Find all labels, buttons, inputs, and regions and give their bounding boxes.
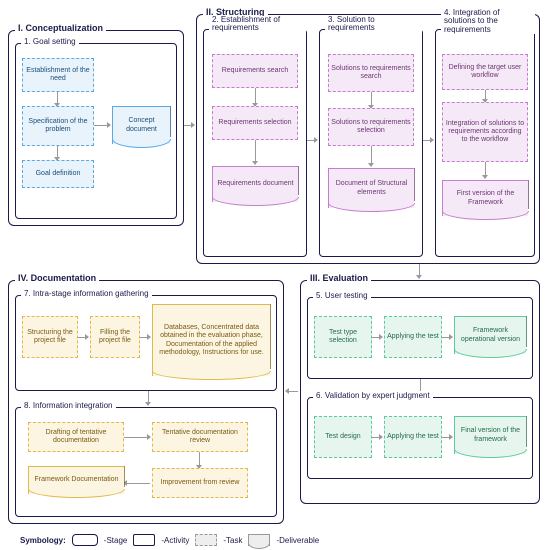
activity-goal-setting: 1. Goal setting Establishment of the nee…: [15, 43, 177, 219]
arrow: [442, 336, 452, 338]
arrow-stage-1-2: [184, 124, 194, 126]
deliverable-first-framework: First version of the Framework: [442, 180, 528, 216]
activity-user-testing: 5. User testing Test type selection Appl…: [307, 297, 533, 379]
arrow: [124, 482, 150, 484]
legend-label: Symbology:: [20, 536, 66, 545]
deliverable-structural-elements: Document of Structural elements: [328, 168, 414, 208]
activity-title: 6. Validation by expert judgment: [313, 391, 433, 400]
deliverable-req-doc: Requirements document: [212, 166, 298, 202]
legend-activity-icon: [133, 534, 155, 546]
activity-title: 2. Establishment of requirements: [209, 16, 306, 33]
task-improve-review: Improvement from review: [152, 468, 248, 498]
symbology-legend: Symbology: -Stage -Activity -Task -Deliv…: [20, 534, 527, 546]
arrow: [56, 92, 58, 106]
task-spec-problem: Specification of the problem: [22, 106, 94, 146]
arrow-stage-2-3: [418, 264, 420, 278]
arrow: [307, 139, 317, 141]
stage-title: III. Evaluation: [307, 273, 371, 283]
task-structure-file: Structuring the project file: [22, 316, 78, 358]
task-apply-test: Applying the test: [384, 316, 442, 358]
arrow: [484, 90, 486, 102]
arrow: [147, 391, 149, 405]
deliverable-operational: Framework operational version: [454, 316, 526, 354]
task-req-selection: Requirements selection: [212, 106, 298, 140]
deliverable-framework-doc: Framework Documentation: [28, 466, 124, 494]
arrow: [423, 139, 433, 141]
task-sol-search: Solutions to requirements search: [328, 54, 414, 92]
arrow: [372, 436, 382, 438]
stage-documentation: IV. Documentation 7. Intra-stage informa…: [8, 280, 284, 524]
task-goal-definition: Goal definition: [22, 160, 94, 188]
arrow: [94, 124, 110, 126]
task-review-doc: Tentative documentation review: [152, 422, 248, 452]
activity-title: 4. Integration of solutions to the requi…: [441, 9, 535, 34]
activity-solution-requirements: 3. Solution to requirements Solutions to…: [319, 29, 423, 257]
activity-info-integration: 8. Information integration Drafting of t…: [15, 407, 277, 517]
activity-integration-solutions: 4. Integration of solutions to the requi…: [435, 29, 535, 257]
arrow: [78, 336, 88, 338]
arrow: [140, 336, 150, 338]
arrow: [442, 436, 452, 438]
stage-title: IV. Documentation: [15, 273, 99, 283]
legend-deliverable-text: -Deliverable: [276, 536, 319, 545]
activity-title: 5. User testing: [313, 291, 371, 300]
task-sol-selection: Solutions to requirements selection: [328, 108, 414, 146]
task-establish-need: Establishment of the need: [22, 58, 94, 92]
activity-title: 1. Goal setting: [21, 37, 79, 46]
task-fill-file: Filling the project file: [90, 316, 140, 358]
activity-title: 7. Intra-stage information gathering: [21, 289, 152, 298]
arrow-stage-3-4: [286, 390, 298, 392]
legend-task-text: -Task: [223, 536, 242, 545]
task-test-design: Test design: [314, 416, 372, 458]
arrow: [124, 436, 150, 438]
deliverable-concept-doc: Concept document: [112, 106, 170, 144]
arrow: [484, 162, 486, 178]
task-draft-doc: Drafting of tentative documentation: [28, 422, 124, 452]
task-def-workflow: Defining the target user workflow: [442, 54, 528, 90]
legend-stage-icon: [72, 534, 98, 546]
stage-title: I. Conceptualization: [15, 23, 106, 33]
arrow: [56, 146, 58, 160]
task-apply-test-6: Applying the test: [384, 416, 442, 458]
activity-title: 8. Information integration: [21, 401, 116, 410]
stage-conceptualization: I. Conceptualization 1. Goal setting Est…: [8, 30, 184, 226]
stage-structuring: II. Structuring 2. Establishment of requ…: [196, 14, 540, 264]
task-test-type: Test type selection: [314, 316, 372, 358]
activity-title: 3. Solution to requirements: [325, 16, 422, 33]
arrow: [254, 88, 256, 106]
task-integrate-solutions: Integration of solutions to requirements…: [442, 102, 528, 162]
arrow: [372, 336, 382, 338]
legend-task-icon: [195, 534, 217, 546]
arrow: [254, 140, 256, 164]
deliverable-final-framework: Final version of the framework: [454, 416, 526, 454]
stage-evaluation: III. Evaluation 5. User testing Test typ…: [300, 280, 540, 504]
arrow: [370, 92, 372, 108]
arrow: [370, 146, 372, 166]
activity-info-gathering: 7. Intra-stage information gathering Str…: [15, 295, 277, 391]
legend-stage-text: -Stage: [104, 536, 128, 545]
legend-activity-text: -Activity: [161, 536, 189, 545]
arrow: [198, 452, 200, 468]
task-req-search: Requirements search: [212, 54, 298, 88]
activity-establish-requirements: 2. Establishment of requirements Require…: [203, 29, 307, 257]
legend-deliverable-icon: [248, 534, 270, 546]
deliverable-databases: Databases, Concentrated data obtained in…: [152, 304, 270, 376]
activity-expert-validation: 6. Validation by expert judgment Test de…: [307, 397, 533, 479]
